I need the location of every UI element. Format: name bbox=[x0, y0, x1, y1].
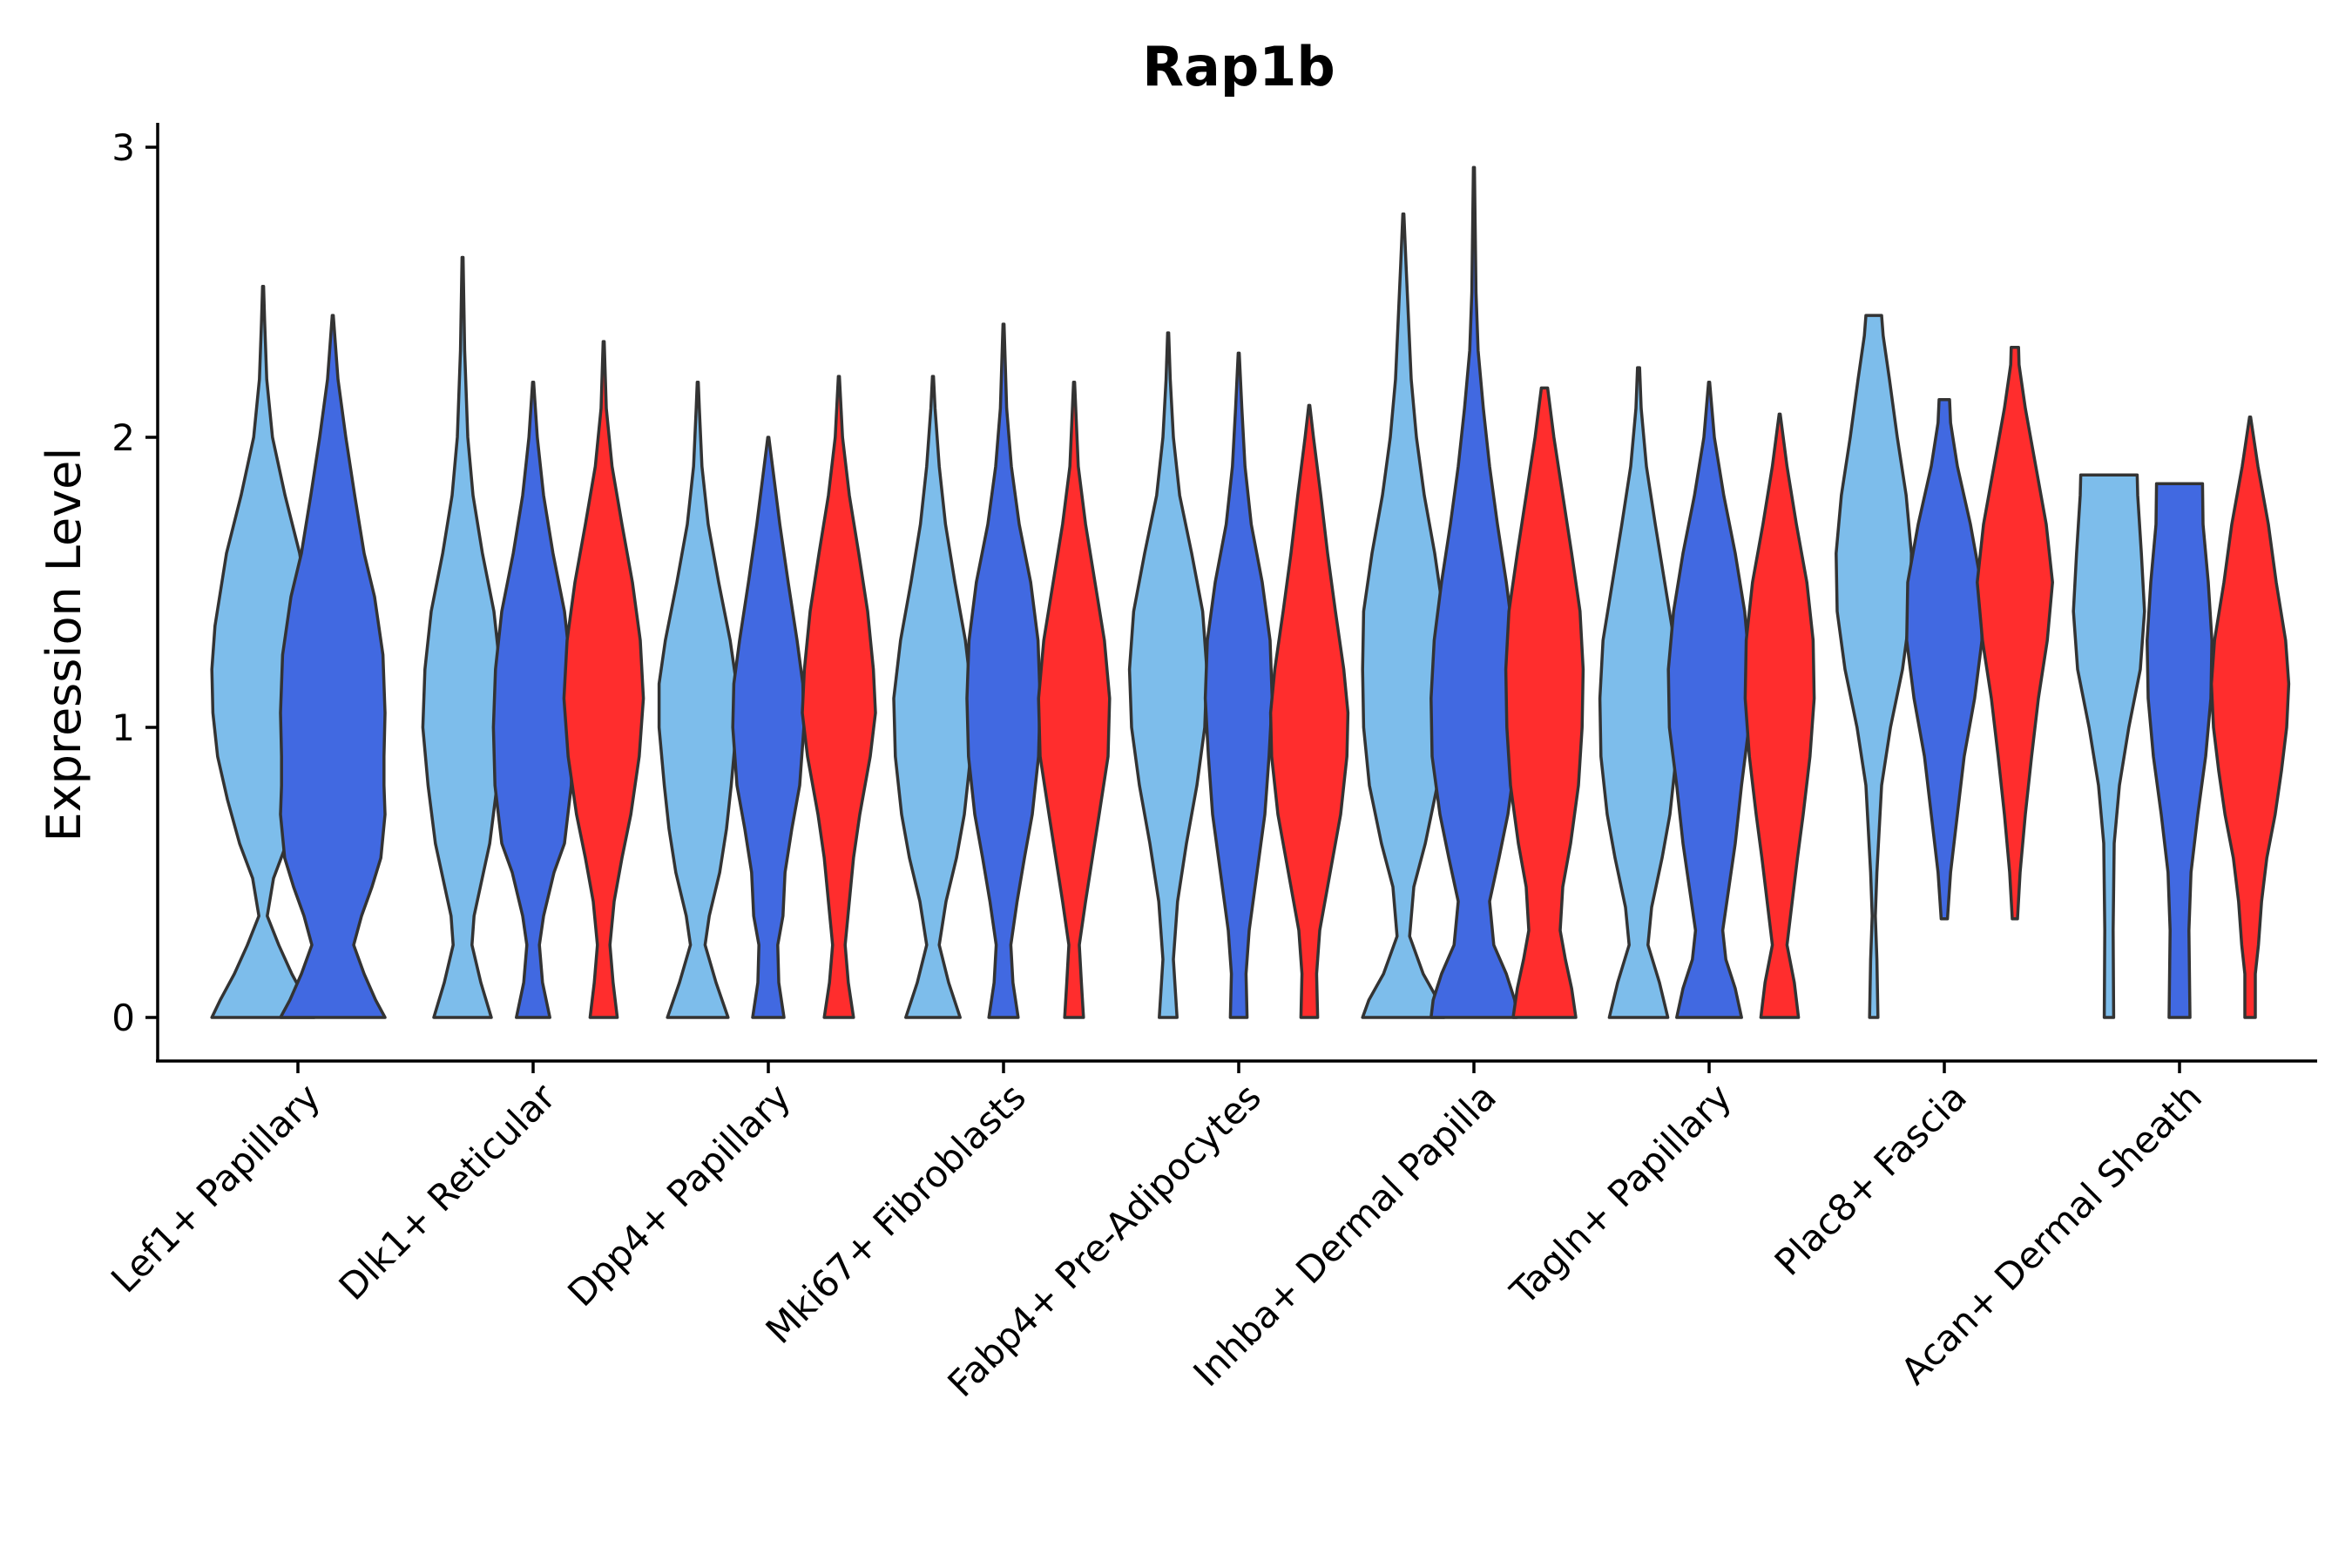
violin-group1-dpp4-papillary bbox=[657, 380, 739, 1019]
violin-group1-mki67-fibroblasts bbox=[892, 375, 974, 1019]
violin-group1-fabp4-pre-adipocytes bbox=[1127, 331, 1209, 1019]
violin-group2-dlk1-reticular bbox=[491, 380, 575, 1019]
y-axis-title: Expression Level bbox=[37, 448, 91, 842]
violin-group1-dlk1-reticular bbox=[421, 255, 504, 1019]
violin-group3-acan-dermal-sheath bbox=[2209, 415, 2291, 1019]
violin-group2-plac8-fascia bbox=[1905, 397, 1984, 921]
violins-layer bbox=[210, 166, 2291, 1019]
violin-group2-acan-dermal-sheath bbox=[2146, 482, 2213, 1019]
x-tick-label: Dlk1+ Reticular bbox=[331, 1075, 564, 1308]
y-axis-ticks: 0 1 2 3 bbox=[112, 126, 158, 1039]
x-tick-label: Tagln+ Papillary bbox=[1502, 1075, 1740, 1313]
y-tick-label: 0 bbox=[112, 997, 135, 1039]
violin-group1-tagln-papillary bbox=[1598, 366, 1680, 1019]
violin-group3-tagln-papillary bbox=[1743, 412, 1816, 1019]
violin-group3-plac8-fascia bbox=[1976, 346, 2054, 921]
violin-group3-inhba-dermal-papilla bbox=[1504, 386, 1585, 1019]
x-tick-label: Mki67+ Fibroblasts bbox=[758, 1075, 1034, 1351]
violin-group3-mki67-fibroblasts bbox=[1037, 380, 1112, 1019]
violin-group3-fabp4-pre-adipocytes bbox=[1268, 403, 1350, 1019]
violin-group2-inhba-dermal-papilla bbox=[1429, 166, 1518, 1019]
y-tick-label: 2 bbox=[112, 416, 135, 459]
violin-group1-acan-dermal-sheath bbox=[2072, 473, 2146, 1019]
violin-group3-dpp4-papillary bbox=[801, 375, 877, 1019]
violin-group2-fabp4-pre-adipocytes bbox=[1203, 351, 1274, 1019]
y-tick-label: 1 bbox=[112, 706, 135, 749]
y-tick-label: 3 bbox=[112, 126, 135, 169]
violin-group2-dpp4-papillary bbox=[731, 436, 806, 1019]
violin-group2-mki67-fibroblasts bbox=[965, 322, 1042, 1019]
violin-group3-dlk1-reticular bbox=[562, 340, 645, 1019]
violin-group2-lef1-papillary bbox=[279, 314, 387, 1019]
x-tick-label: Dpp4+ Papillary bbox=[559, 1075, 799, 1315]
violin-group1-plac8-fascia bbox=[1835, 314, 1913, 1019]
chart-title: Rap1b bbox=[1142, 35, 1335, 98]
x-tick-label: Plac8+ Fascia bbox=[1767, 1075, 1975, 1283]
violin-group1-inhba-dermal-papilla bbox=[1361, 212, 1446, 1019]
x-tick-label: Lef1+ Papillary bbox=[103, 1075, 328, 1301]
violin-group2-tagln-papillary bbox=[1666, 380, 1752, 1019]
